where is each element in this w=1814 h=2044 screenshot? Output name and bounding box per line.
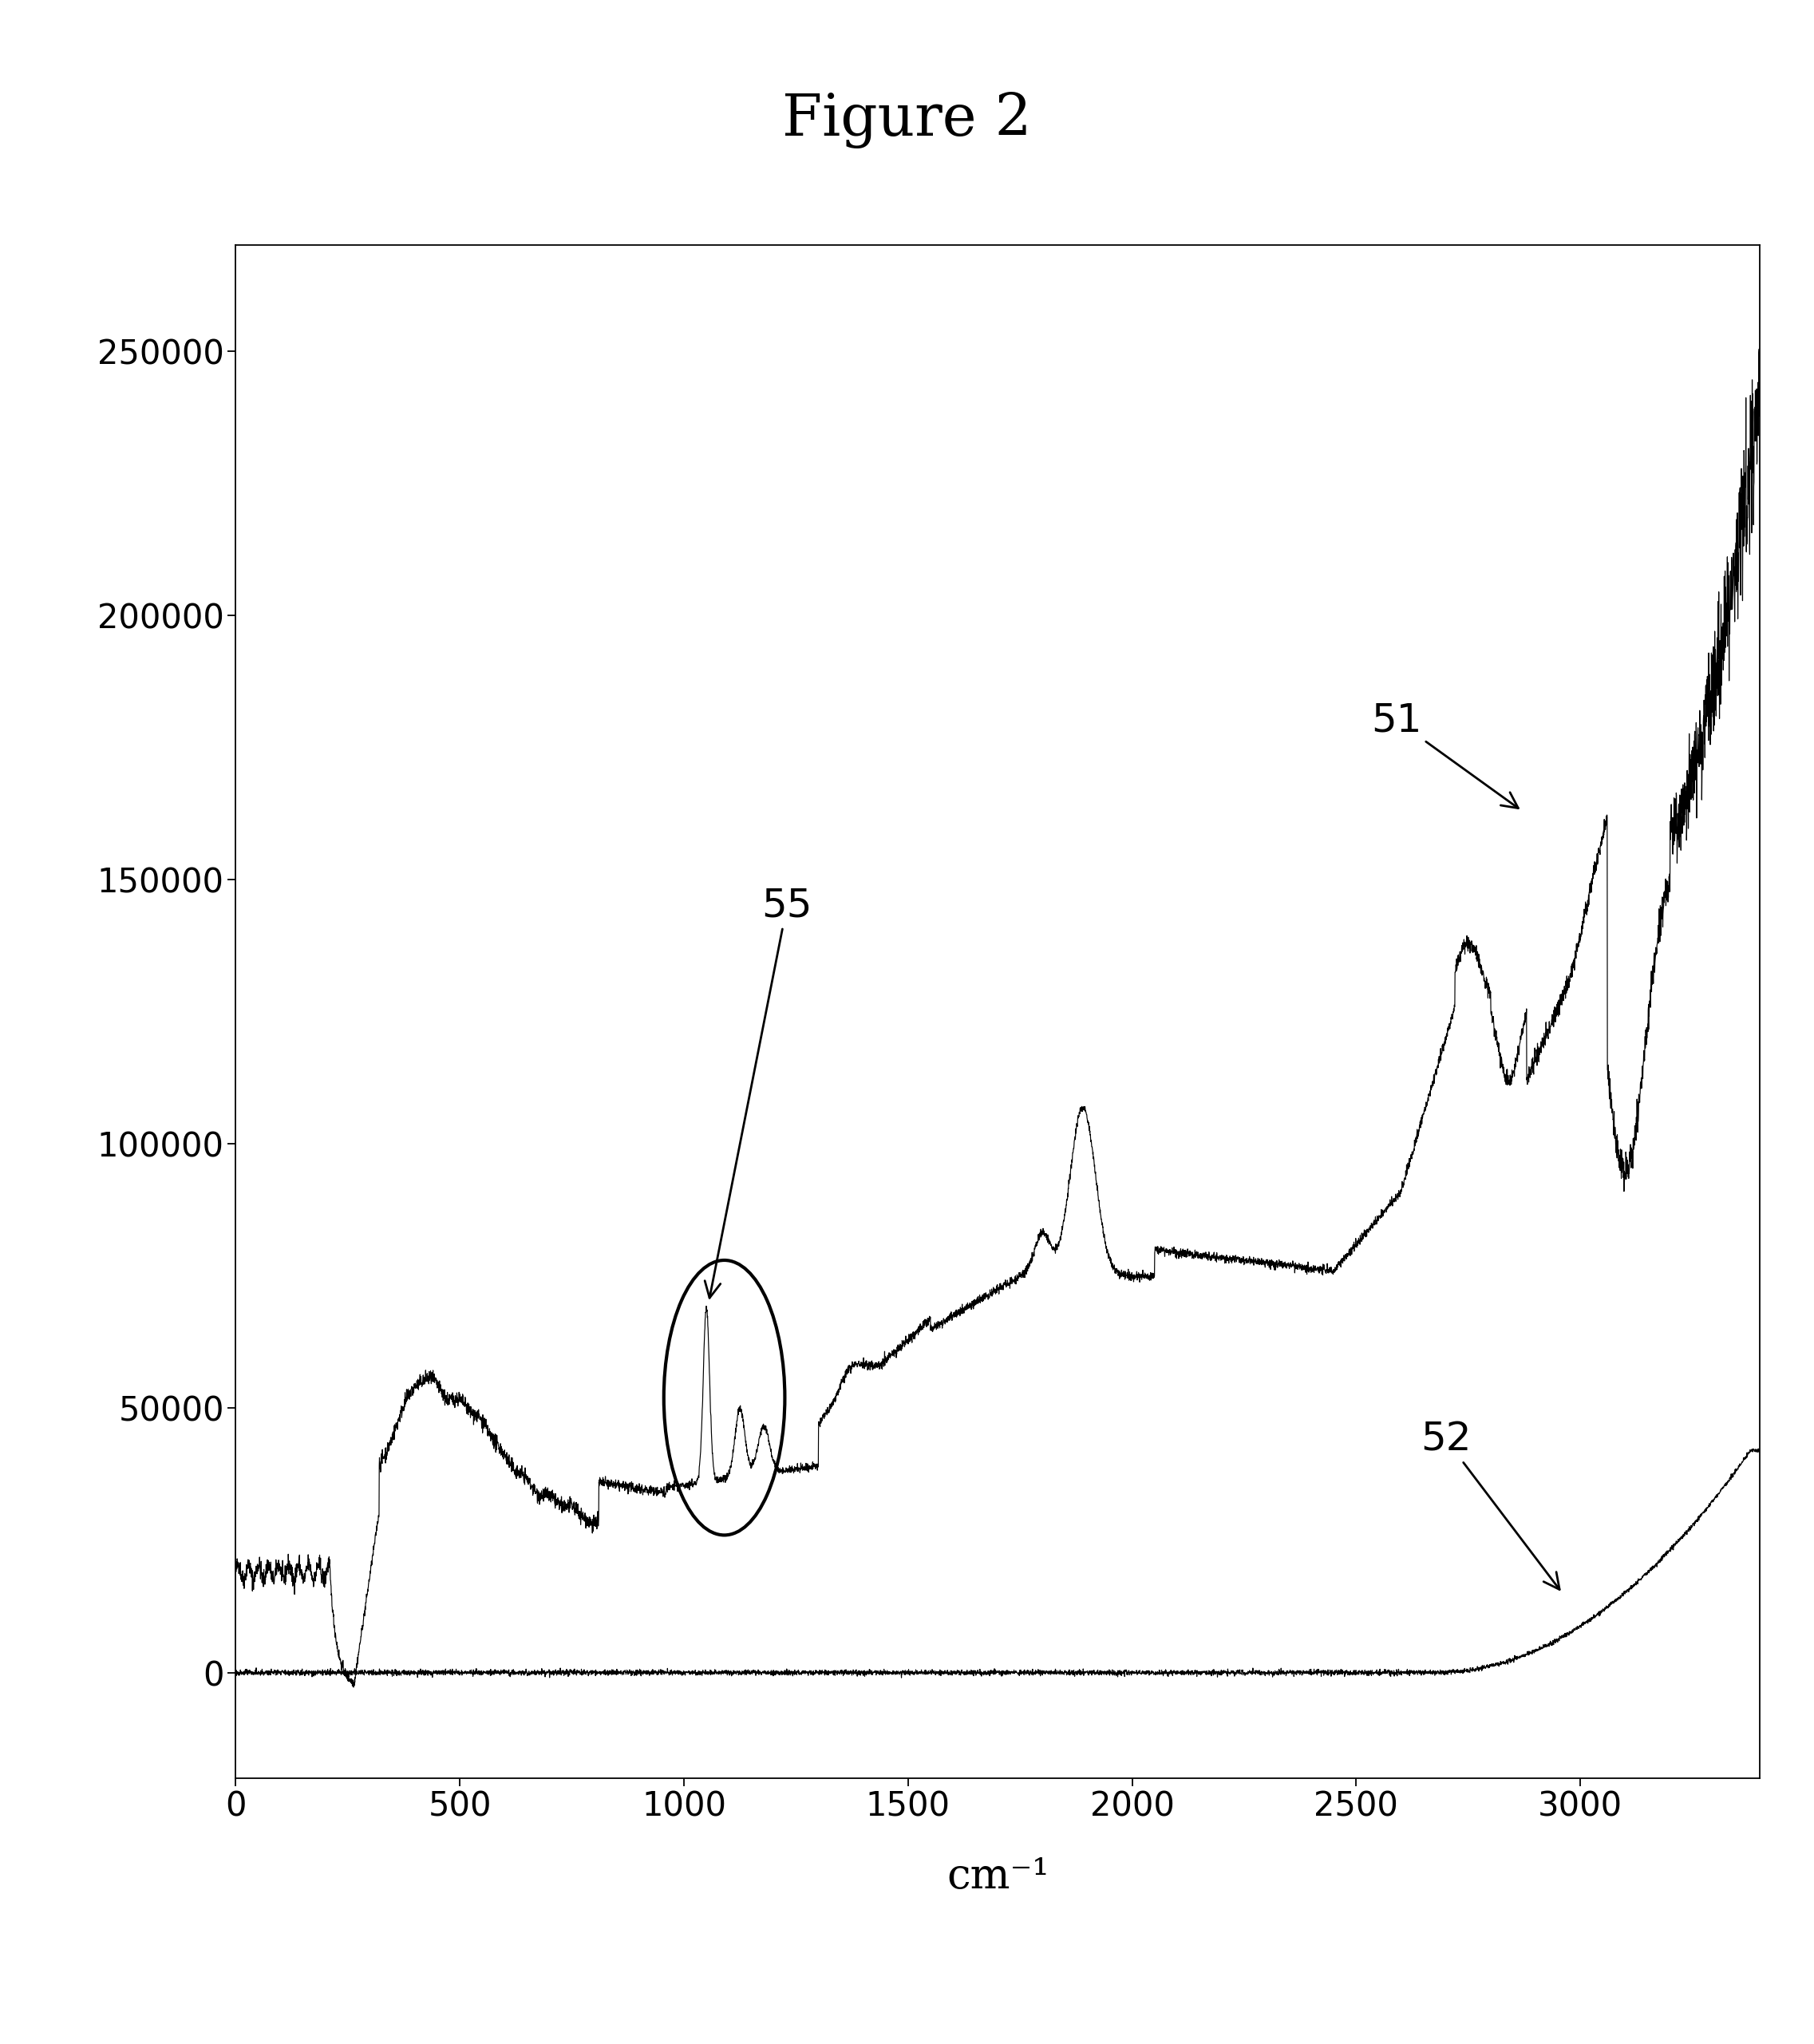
Text: 55: 55 <box>706 887 813 1298</box>
Text: 52: 52 <box>1420 1421 1560 1590</box>
Text: 51: 51 <box>1371 701 1518 807</box>
X-axis label: cm⁻¹: cm⁻¹ <box>947 1856 1048 1897</box>
Text: Figure 2: Figure 2 <box>782 92 1032 149</box>
